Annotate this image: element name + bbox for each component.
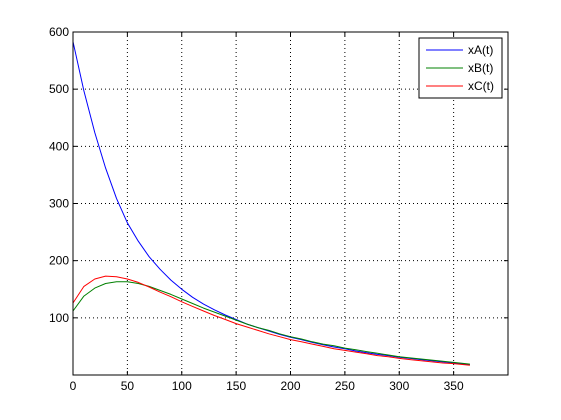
legend-label: xB(t): [468, 61, 493, 75]
y-tick-label: 100: [49, 311, 69, 325]
y-tick-label: 300: [49, 197, 69, 211]
x-axis: 0 50 100 150 200 250 300 350: [70, 32, 464, 393]
y-axis: 100 200 300 400 500 600: [49, 25, 508, 325]
legend: xA(t) xB(t) xC(t): [418, 37, 503, 99]
y-tick-label: 200: [49, 254, 69, 268]
series-line-xb-t: [72, 281, 470, 365]
series-group: [72, 41, 470, 366]
x-tick-label: 0: [70, 379, 77, 393]
y-tick-label: 600: [49, 25, 69, 39]
series-line-xc-t: [72, 275, 470, 366]
grid: [73, 32, 508, 375]
x-tick-label: 350: [444, 379, 464, 393]
legend-label: xA(t): [468, 43, 493, 57]
x-tick-label: 250: [335, 379, 355, 393]
y-tick-label: 500: [49, 82, 69, 96]
legend-label: xC(t): [468, 79, 494, 93]
y-tick-label: 400: [49, 139, 69, 153]
x-tick-label: 150: [226, 379, 246, 393]
x-tick-label: 50: [121, 379, 135, 393]
series-line-xa-t: [72, 41, 470, 366]
x-tick-label: 300: [389, 379, 409, 393]
x-tick-label: 100: [172, 379, 192, 393]
x-tick-label: 200: [280, 379, 300, 393]
